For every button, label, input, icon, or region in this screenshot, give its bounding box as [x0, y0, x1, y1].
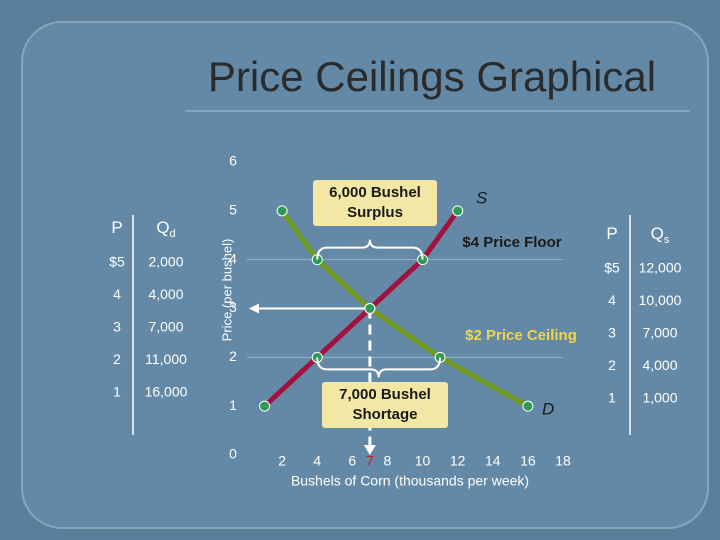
- table-cell: 12,000: [639, 260, 682, 276]
- y-tick-label: 5: [229, 202, 237, 218]
- legend-label: S: [476, 188, 488, 207]
- arrow-head: [249, 303, 259, 314]
- x-tick-label: 2: [278, 453, 286, 469]
- table-cell: $5: [604, 260, 620, 276]
- point: [364, 303, 376, 314]
- table-cell: 2: [113, 351, 121, 367]
- slide-card: [21, 21, 709, 529]
- y-axis-title: Price (per bushel): [219, 239, 234, 342]
- x-axis-title: Bushels of Corn (thousands per week): [291, 473, 529, 489]
- x-tick-label: 6: [348, 453, 356, 469]
- x-tick-label: 14: [485, 453, 501, 469]
- header-sub: s: [664, 234, 670, 246]
- y-tick-label: 2: [229, 348, 237, 364]
- table-header: Qs: [651, 224, 670, 245]
- x-tick-label: 7: [366, 453, 374, 469]
- table-cell: 4,000: [148, 286, 183, 302]
- header-text: Q: [156, 218, 169, 237]
- x-tick-label: 4: [313, 453, 321, 469]
- point: [452, 205, 464, 217]
- y-tick-label: 1: [229, 397, 237, 413]
- point: [276, 205, 288, 217]
- table-cell: 4: [608, 292, 616, 308]
- legend-label: D: [542, 399, 554, 418]
- table-cell: 2,000: [148, 254, 183, 270]
- table-cell: 3: [608, 325, 616, 341]
- brace: [316, 357, 442, 378]
- header-text: P: [111, 218, 122, 237]
- slide-title: Price Ceilings Graphical: [208, 53, 656, 100]
- y-tick-label: 6: [229, 153, 237, 169]
- x-tick-label: 18: [555, 453, 571, 469]
- x-tick-label: 10: [415, 453, 431, 469]
- table-cell: 16,000: [145, 384, 188, 400]
- table-cell: 7,000: [148, 319, 183, 335]
- note-text: 7,000 Bushel: [339, 386, 431, 403]
- header-text: Q: [651, 224, 664, 243]
- table-header: P: [606, 224, 617, 243]
- note-box: [313, 180, 437, 226]
- table-cell: 11,000: [145, 351, 187, 367]
- table-cell: $5: [109, 254, 125, 270]
- y-tick-label: 0: [229, 446, 237, 462]
- header-text: P: [606, 224, 617, 243]
- point: [259, 400, 271, 412]
- table-header: Qd: [156, 218, 175, 239]
- table-cell: 4,000: [642, 357, 677, 373]
- table-cell: 2: [608, 357, 616, 373]
- brace: [316, 239, 424, 260]
- x-tick-label: 16: [520, 453, 536, 469]
- header-sub: d: [170, 228, 176, 240]
- table-cell: 4: [113, 286, 121, 302]
- arrow-head: [363, 445, 376, 455]
- table-cell: 3: [113, 319, 121, 335]
- table-header: P: [111, 218, 122, 237]
- table-cell: 10,000: [639, 292, 682, 308]
- point: [522, 400, 534, 412]
- note-text: 6,000 Bushel: [329, 184, 421, 201]
- y-tick-label: 4: [229, 250, 237, 266]
- note-box: [322, 382, 448, 428]
- table-cell: 1: [608, 390, 616, 406]
- y-tick-label: 3: [229, 299, 237, 315]
- table-cell: 1: [113, 384, 121, 400]
- x-tick-label: 12: [450, 453, 466, 469]
- table-cell: 1,000: [642, 390, 677, 406]
- price-line-label: $4 Price Floor: [462, 234, 561, 251]
- x-tick-label: 8: [384, 453, 392, 469]
- note-text: Shortage: [352, 406, 417, 423]
- table-cell: 7,000: [642, 325, 677, 341]
- price-line-label: $2 Price Ceiling: [465, 327, 577, 344]
- note-text: Surplus: [347, 204, 403, 221]
